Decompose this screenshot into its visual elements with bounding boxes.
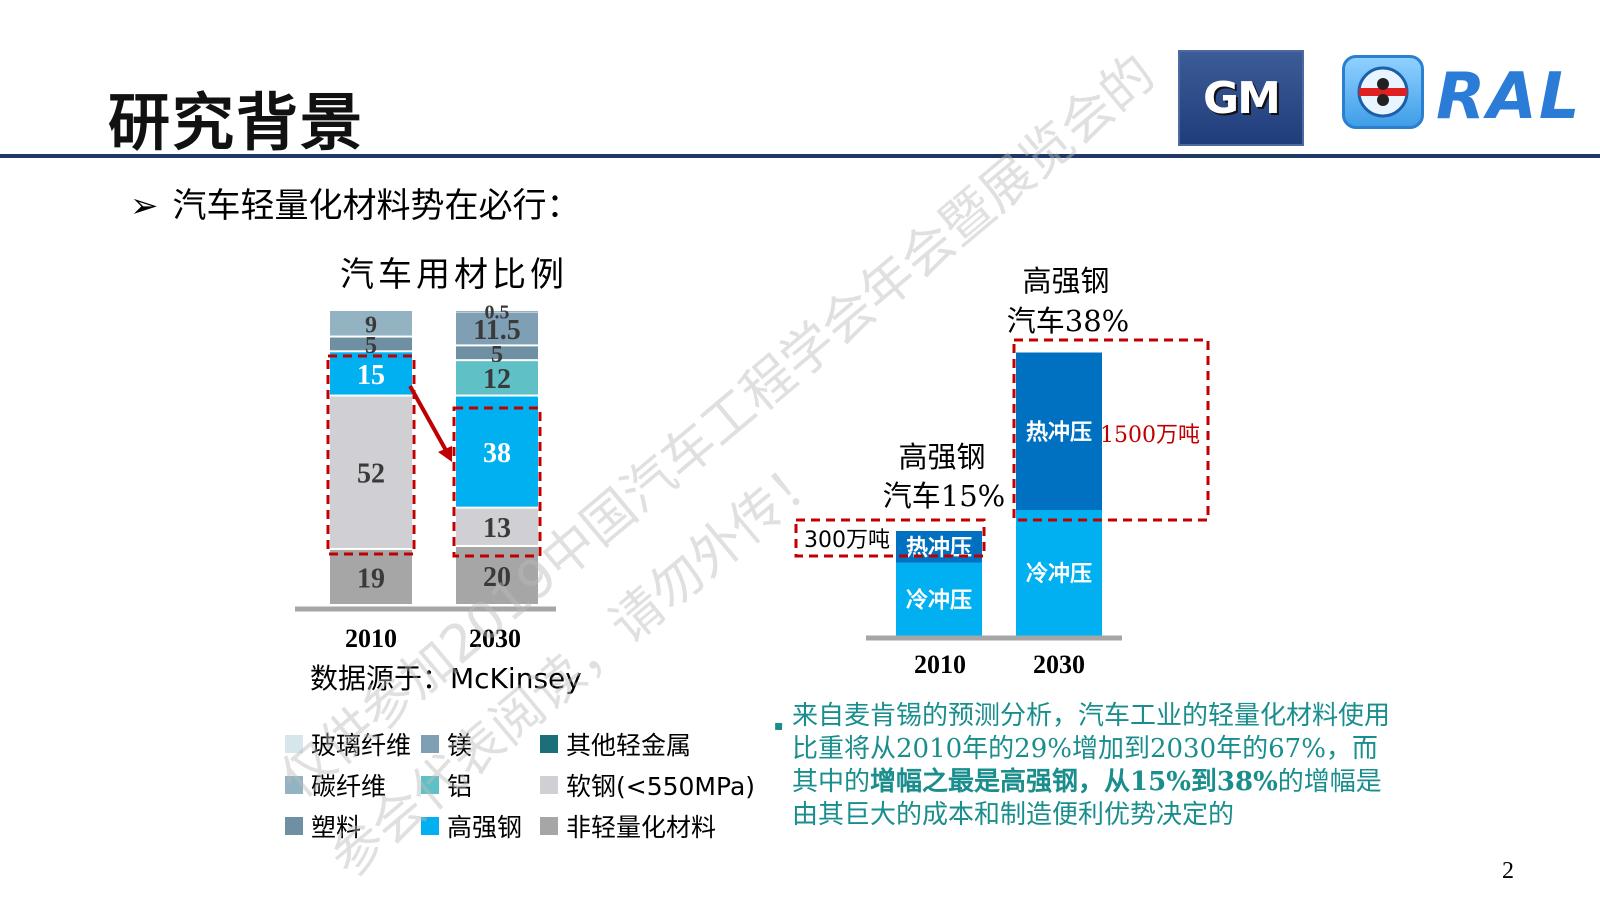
legend-swatch — [540, 735, 558, 753]
bar-2010-高强钢 — [330, 352, 412, 395]
data-label-2030-软钢(<550MPa): 13 — [483, 513, 511, 544]
ral-logo-icon — [1342, 55, 1424, 129]
bar-2010-非轻量化材料 — [330, 549, 412, 604]
section-bullet: ➢ 汽车轻量化材料势在必行： — [130, 178, 581, 227]
legend-swatch — [285, 817, 303, 835]
gm-logo-text: GM — [1203, 72, 1281, 124]
note-text-part1: 来自麦肯锡的预测分析，汽车工业的轻量化材料使用比重将从2010年的29%增加到2… — [792, 701, 1391, 797]
bar-2030-热冲压 — [1016, 352, 1102, 510]
bullet-arrow-icon: ➢ — [130, 186, 159, 226]
legend-swatch — [285, 776, 303, 794]
left-chart-trend-arrow — [408, 385, 450, 455]
legend-swatch — [285, 735, 303, 753]
left-chart-arrow-head-icon — [438, 446, 452, 462]
bar-2010-碳纤维 — [330, 311, 412, 336]
right-chart-amount-2010: 300万吨 — [804, 528, 890, 553]
data-label-2010-塑料: 5 — [365, 333, 377, 359]
legend-item-其他轻金属: 其他轻金属 — [540, 726, 691, 762]
bar-label-2010-冷冲压: 冷冲压 — [906, 587, 972, 613]
legend-item-高强钢: 高强钢 — [421, 808, 522, 844]
legend-swatch — [540, 817, 558, 835]
analysis-note: ▪ 来自麦肯锡的预测分析，汽车工业的轻量化材料使用比重将从2010年的29%增加到… — [774, 700, 1392, 832]
legend-label: 镁 — [447, 731, 473, 760]
right-chart-label-2030-line1: 高强钢 — [1022, 264, 1109, 298]
legend-label: 铝 — [447, 772, 473, 801]
right-chart-category-2030: 2030 — [1033, 650, 1085, 679]
legend-item-软钢(<550MPa): 软钢(<550MPa) — [540, 767, 755, 803]
legend-swatch — [540, 776, 558, 794]
bar-2010-冷冲压 — [896, 562, 982, 636]
note-text-part2: 的增幅是由其巨大的成本和制造便利优势决定的 — [792, 767, 1382, 830]
legend-item-镁: 镁 — [421, 726, 472, 762]
legend-swatch — [421, 817, 439, 835]
data-label-2030-镁: 11.5 — [473, 315, 520, 346]
page-number: 2 — [1502, 858, 1514, 884]
legend-label: 玻璃纤维 — [311, 731, 412, 760]
legend-label: 碳纤维 — [311, 772, 387, 801]
data-label-2030-碳纤维: 0.5 — [485, 301, 510, 323]
legend-label: 软钢(<550MPa) — [566, 772, 756, 801]
legend-swatch — [421, 776, 439, 794]
left-chart-category-2030: 2030 — [469, 624, 521, 653]
note-bullet-icon: ▪ — [774, 718, 784, 734]
legend-label: 其他轻金属 — [566, 731, 692, 760]
legend-label: 塑料 — [311, 813, 362, 842]
data-label-2010-高强钢: 15 — [357, 360, 385, 391]
legend-label: 高强钢 — [447, 813, 523, 842]
data-label-2010-碳纤维: 9 — [365, 312, 377, 338]
data-label-2030-高强钢: 38 — [483, 438, 511, 469]
left-chart-highlight-2030 — [452, 406, 542, 558]
legend-item-玻璃纤维: 玻璃纤维 — [285, 726, 411, 762]
legend-swatch — [421, 735, 439, 753]
bar-2010-软钢(<550MPa) — [330, 396, 412, 548]
bar-2030-镁 — [456, 312, 538, 345]
legend-label: 非轻量化材料 — [566, 813, 717, 842]
left-chart-title: 汽车用材比例 — [340, 255, 568, 295]
legend-item-非轻量化材料: 非轻量化材料 — [540, 808, 716, 844]
right-chart-label-2010-line2: 汽车15% — [883, 479, 1005, 513]
data-label-2030-非轻量化材料: 20 — [483, 562, 511, 593]
left-chart-source: 数据源于：McKinsey — [310, 662, 582, 695]
bar-2010-塑料 — [330, 337, 412, 351]
bar-label-2030-热冲压: 热冲压 — [1026, 419, 1092, 445]
data-label-2010-软钢(<550MPa): 52 — [357, 459, 385, 490]
left-chart-highlight-2010 — [326, 354, 416, 556]
right-chart-highlight-2010 — [794, 518, 986, 558]
note-text-highlight: 增幅之最是高强钢，从15%到38% — [870, 767, 1278, 797]
data-label-2030-铝: 12 — [483, 364, 511, 395]
page-title: 研究背景 — [108, 86, 365, 159]
gm-logo: GM — [1178, 50, 1304, 146]
legend-item-碳纤维: 碳纤维 — [285, 767, 386, 803]
title-divider — [0, 154, 1600, 158]
right-chart-label-2030-line2: 汽车38% — [1007, 304, 1129, 338]
bar-2030-冷冲压 — [1016, 510, 1102, 636]
bar-2030-软钢(<550MPa) — [456, 508, 538, 545]
bar-2030-铝 — [456, 361, 538, 395]
bar-2030-塑料 — [456, 346, 538, 360]
legend-item-塑料: 塑料 — [285, 808, 361, 844]
legend-item-铝: 铝 — [421, 767, 472, 803]
right-chart-amount-2030: 1500万吨 — [1100, 423, 1200, 448]
ral-logo-text: RAL — [1436, 60, 1582, 134]
right-chart-label-2010-line1: 高强钢 — [898, 440, 985, 474]
bar-2030-碳纤维 — [456, 311, 538, 312]
bar-label-2030-冷冲压: 冷冲压 — [1026, 561, 1092, 587]
bullet-text: 汽车轻量化材料势在必行： — [172, 186, 581, 226]
data-label-2030-塑料: 5 — [491, 342, 503, 368]
right-chart-category-2010: 2010 — [914, 650, 966, 679]
right-chart-highlight-2030 — [1012, 338, 1210, 522]
left-chart-category-2010: 2010 — [345, 624, 397, 653]
bar-2030-高强钢 — [456, 396, 538, 507]
data-label-2010-非轻量化材料: 19 — [357, 563, 385, 594]
